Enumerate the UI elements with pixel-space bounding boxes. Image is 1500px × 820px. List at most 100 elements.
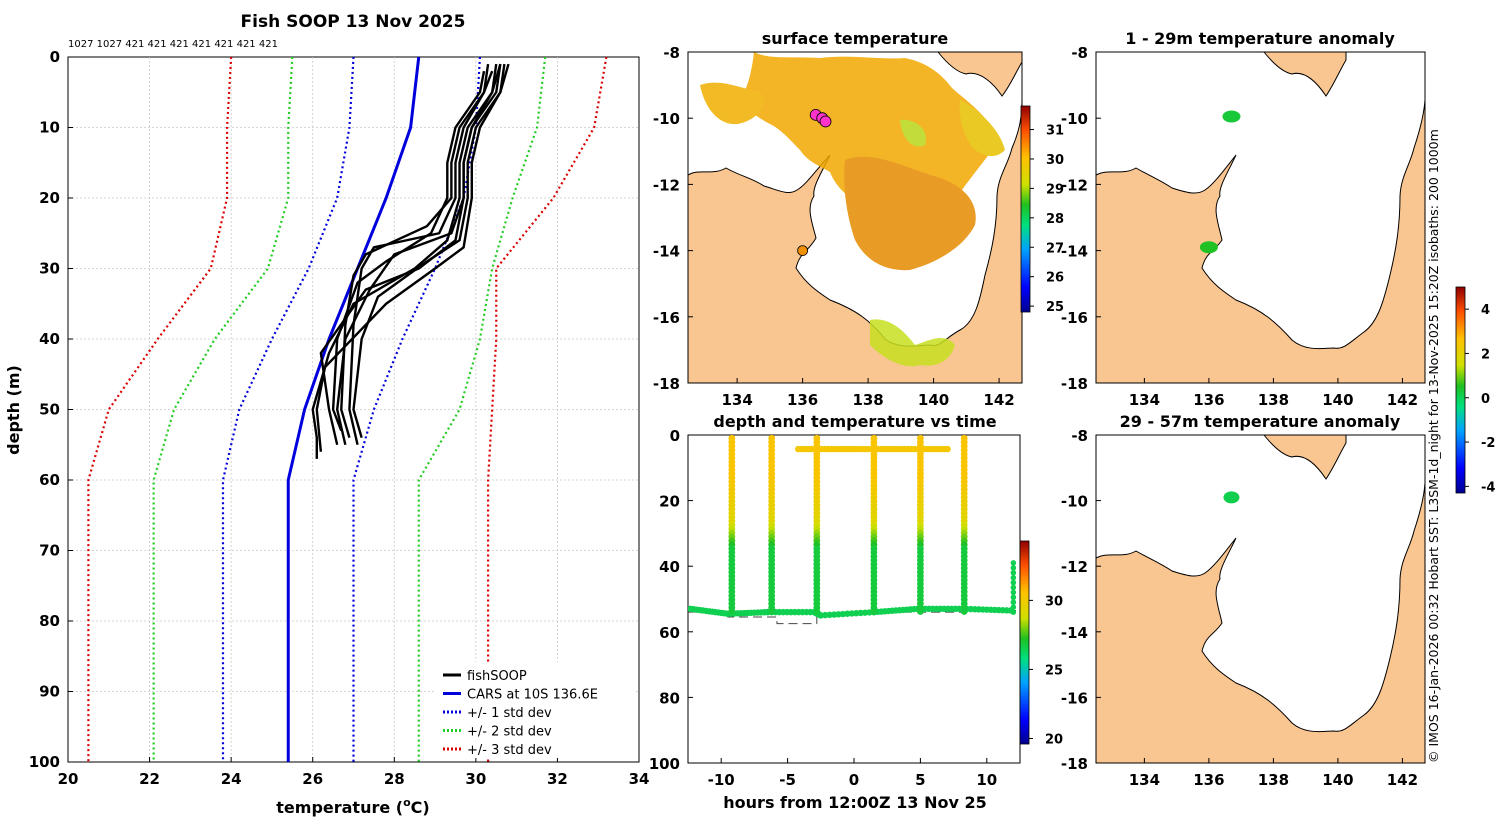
profile-line--1-std [221,57,355,762]
surface-colorbar-tick-label: 27 [1046,241,1064,256]
cast-profile-point [1010,589,1017,596]
anomaly-1-29-points [1199,110,1241,254]
ship-track [809,108,832,128]
anomaly-29-57-x-ticks: 134 136 138 140 142 [1129,758,1418,789]
profile-line--2-std [417,57,547,762]
depth-time-x-tick-label: -5 [779,771,796,789]
depth-time-y-tick-label: 20 [659,493,680,511]
anomaly-29-57-x-tick-label: 142 [1387,771,1418,789]
surface-map-y-tick-label: -14 [653,243,680,261]
surface-map-y-tick-label: -18 [653,375,680,393]
depth-time-y-ticks: 0 20 40 60 80 100 [649,427,693,773]
fishsoop-cast-3 [348,63,490,446]
depth-time-colorbar-tick-label: 20 [1045,732,1063,747]
surface-colorbar [1020,105,1031,313]
surface-map-y-tick-label: -8 [663,44,680,62]
profile-legend: fishSOOP CARS at 10S 136.6E +/- 1 std dev +… [436,662,634,758]
anomaly-1-29-frame [1095,51,1426,384]
profile-line-cars [286,57,421,762]
depth-time-x-tick-label: 5 [915,771,925,789]
figure-title: Fish SOOP 13 Nov 2025 [241,12,466,32]
fishsoop-cast-7 [331,70,486,432]
cast-profile-point [1010,594,1017,601]
cast-profile-point [1010,579,1017,586]
surface-run-point [944,445,951,453]
surface-map-title: surface temperature [762,29,949,48]
anomaly-29-57-y-ticks: -8 -10 -12 -14 -16 -18 [1061,427,1101,773]
profile-y-tick-label: 20 [39,189,60,207]
legend-label: +/- 3 std dev [467,743,552,758]
depth-time-y-tick-label: 0 [670,427,680,445]
cast-profile-point [870,608,878,615]
profile-y-tick-label: 70 [39,542,60,560]
surface-map-x-tick-label: 138 [852,391,883,409]
anomaly-29-57-y-tick-label: -14 [1061,624,1088,642]
depth-time-y-tick-label: 60 [659,624,680,642]
profile-y-tick-label: 40 [39,330,60,348]
anomaly-1-29-y-tick-label: -8 [1071,44,1088,62]
depth-time-x-tick-label: 0 [849,771,859,789]
surface-colorbar-ticks: 25 26 27 28 29 30 31 [1030,124,1064,315]
anomaly-29-57-y-tick-label: -18 [1061,755,1088,773]
legend-label: +/- 1 std dev [467,706,552,721]
surface-colorbar-tick-label: 31 [1046,124,1064,139]
surface-colorbar-tick-label: 25 [1046,300,1064,315]
profile-x-tick-label: 26 [302,770,323,788]
profile-series [87,57,608,762]
surface-map-x-ticks: 134 136 138 140 142 [721,378,1015,409]
profile-casts [311,63,510,459]
fishsoop-cast-5 [340,70,494,439]
cast-profile-point [1010,609,1017,615]
anomaly-29-57-title: 29 - 57m temperature anomaly [1120,412,1401,431]
depth-time-colorbar-ticks: 20 25 30 [1029,594,1063,747]
anomaly-29-57-frame [1095,434,1426,764]
cast-count-annotation: 1027 1027 421 421 421 421 421 421 421 [68,39,278,50]
surface-map-x-tick-label: 136 [787,391,818,409]
profile-y-tick-label: 30 [39,260,60,278]
fishsoop-cast-1 [311,63,498,459]
surface-map-x-tick-label: 142 [983,391,1014,409]
depth-time-x-ticks: -10 -5 0 5 10 [708,758,997,789]
profile-x-tick-label: 24 [221,770,242,788]
cast-profile-point [768,608,776,615]
anomaly-29-57-x-tick-label: 138 [1258,771,1289,789]
anomaly-map-29-57m: 29 - 57m temperature anomaly 134 136 138 14… [1061,286,1495,789]
depth-time-y-tick-label: 100 [649,755,680,773]
anomaly-colorbar-tick-label: -4 [1481,480,1495,495]
anomaly-colorbar [1455,286,1466,494]
anomaly-1-29-x-tick-label: 136 [1193,391,1224,409]
cast-profile-point [1010,574,1017,581]
profile-y-tick-label: 100 [29,753,60,771]
profile-x-tick-label: 32 [547,770,568,788]
cast-profile-point [1010,584,1017,591]
anomaly-29-57-point [1223,491,1240,504]
profile-x-ticks: 20 22 24 26 28 30 32 34 [58,757,649,788]
anomaly-1-29-x-tick-label: 138 [1258,391,1289,409]
anomaly-1-29-y-tick-label: -10 [1061,110,1088,128]
anomaly-29-57-y-tick-label: -10 [1061,493,1088,511]
profile-line--2-std [152,57,294,762]
surface-colorbar-tick-label: 29 [1046,182,1064,197]
depth-time-points [688,435,1017,625]
anomaly-29-57-x-tick-label: 134 [1129,771,1160,789]
anomaly-1-29-x-tick-label: 142 [1387,391,1418,409]
profile-y-tick-label: 80 [39,612,60,630]
profile-x-tick-label: 28 [384,770,405,788]
surface-colorbar-tick-label: 26 [1046,271,1064,286]
legend-label: CARS at 10S 136.6E [467,688,598,703]
depth-time-colorbar [1019,540,1030,745]
anomaly-1-29-point [1222,110,1241,123]
anomaly-1-29-title: 1 - 29m temperature anomaly [1125,29,1395,48]
fishsoop-cast-4 [352,63,510,439]
surface-temperature-map: surface temperature 134 136 138 140 142 -8 -1… [653,29,1064,409]
surface-map-y-tick-label: -12 [653,176,680,194]
anomaly-map-1-29m: 1 - 29m temperature anomaly 134 136 138 140… [1061,29,1426,409]
anomaly-29-57-points [1223,491,1240,504]
anomaly-29-57-x-tick-label: 136 [1193,771,1224,789]
anomaly-1-29-x-tick-label: 134 [1129,391,1160,409]
surface-colorbar-tick-label: 28 [1046,212,1064,227]
anomaly-1-29-y-tick-label: -16 [1061,309,1088,327]
depth-time-x-tick-label: -10 [708,771,735,789]
cast-profile-point [728,608,736,615]
